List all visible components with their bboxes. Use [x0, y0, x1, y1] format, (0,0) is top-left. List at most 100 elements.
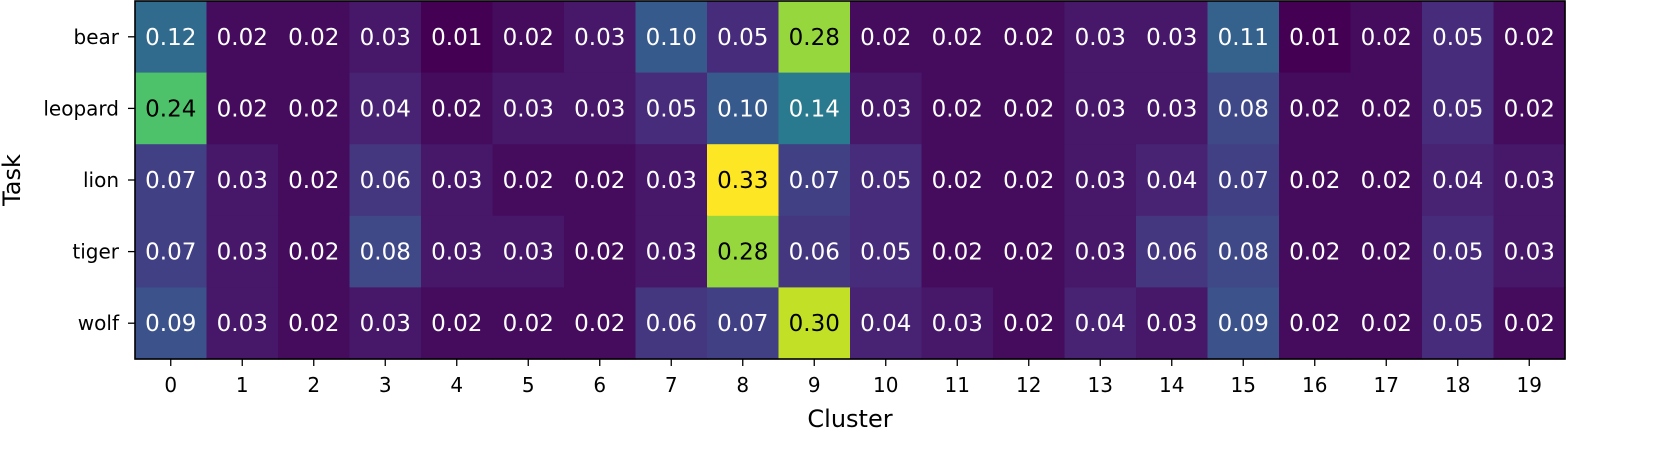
heatmap-cell: [1350, 287, 1423, 360]
heatmap-cell: [1279, 287, 1352, 360]
heatmap-cell: [349, 1, 422, 74]
heatmap-cell-value: 0.03: [574, 25, 625, 51]
x-tick-label: 11: [945, 373, 970, 397]
heatmap-cell-value: 0.02: [288, 168, 339, 194]
heatmap-cell: [1207, 72, 1280, 145]
heatmap-cell: [1136, 72, 1209, 145]
heatmap-cell-value: 0.11: [1218, 25, 1269, 51]
heatmap-cell: [778, 215, 851, 288]
heatmap-cell-value: 0.01: [1289, 25, 1340, 51]
heatmap-cell: [707, 144, 780, 217]
heatmap-cell: [921, 72, 994, 145]
heatmap-cell: [278, 72, 351, 145]
heatmap-cell: [349, 72, 422, 145]
heatmap-cell-value: 0.03: [1075, 168, 1126, 194]
heatmap-cell-value: 0.02: [217, 25, 268, 51]
heatmap-cell: [635, 144, 708, 217]
heatmap-cell: [135, 287, 208, 360]
heatmap-cell: [564, 144, 637, 217]
heatmap-cell: [1493, 1, 1566, 74]
heatmap-cell-value: 0.02: [574, 311, 625, 337]
heatmap-cell-value: 0.02: [1361, 240, 1412, 266]
heatmap-cell: [778, 72, 851, 145]
heatmap-cell: [492, 144, 565, 217]
heatmap-cell-value: 0.02: [1003, 96, 1054, 122]
heatmap-cell-value: 0.28: [717, 240, 768, 266]
y-axis: bear leopard lion tiger wolf: [43, 25, 135, 335]
heatmap-cell-value: 0.02: [1003, 168, 1054, 194]
heatmap-cell-value: 0.05: [1432, 25, 1483, 51]
heatmap-cell: [492, 287, 565, 360]
heatmap-cell-value: 0.03: [1146, 25, 1197, 51]
heatmap-cell-value: 0.02: [1289, 96, 1340, 122]
heatmap-cell-value: 0.05: [860, 240, 911, 266]
x-tick-label: 14: [1159, 373, 1184, 397]
heatmap-cell-value: 0.10: [717, 96, 768, 122]
heatmap-cell-value: 0.02: [1289, 311, 1340, 337]
heatmap-cell-value: 0.03: [360, 311, 411, 337]
heatmap-cell: [1064, 215, 1137, 288]
heatmap-cell-value: 0.03: [1146, 311, 1197, 337]
heatmap-cell: [1493, 144, 1566, 217]
heatmap-cell: [421, 144, 494, 217]
heatmap-cell-value: 0.02: [932, 240, 983, 266]
heatmap-cell-value: 0.02: [288, 311, 339, 337]
heatmap-cell: [993, 144, 1066, 217]
heatmap-cell: [1207, 215, 1280, 288]
heatmap-cell: [850, 144, 923, 217]
heatmap-cell: [1064, 1, 1137, 74]
heatmap-cell-value: 0.02: [1289, 168, 1340, 194]
heatmap-cell-value: 0.06: [789, 240, 840, 266]
heatmap-cell-value: 0.03: [217, 240, 268, 266]
heatmap-cell: [778, 287, 851, 360]
heatmap-cell: [1422, 287, 1495, 360]
x-tick-label: 19: [1517, 373, 1542, 397]
heatmap-cell-value: 0.03: [503, 96, 554, 122]
heatmap-cell-value: 0.02: [288, 240, 339, 266]
heatmap-cell: [1064, 72, 1137, 145]
heatmap-cell-value: 0.33: [717, 168, 768, 194]
heatmap-cell: [206, 72, 279, 145]
heatmap-cell-value: 0.02: [503, 311, 554, 337]
heatmap-cell-labels: 0.12 0.02 0.02 0.03 0.01 0.02 0.03 0.10 0.05 0.28…: [145, 25, 1555, 337]
heatmap-cell: [993, 72, 1066, 145]
heatmap-cell: [349, 215, 422, 288]
heatmap-cell-value: 0.06: [360, 168, 411, 194]
heatmap-cell-value: 0.04: [1432, 168, 1483, 194]
heatmap-cell-value: 0.07: [1218, 168, 1269, 194]
heatmap-cell: [1350, 215, 1423, 288]
heatmap-cell: [206, 1, 279, 74]
x-tick-label: 4: [450, 373, 463, 397]
heatmap-cell-value: 0.03: [860, 96, 911, 122]
heatmap-cell-value: 0.03: [360, 25, 411, 51]
heatmap-cell-value: 0.05: [1432, 311, 1483, 337]
heatmap-cell: [1493, 287, 1566, 360]
heatmap-cell: [921, 144, 994, 217]
x-tick-label: 9: [808, 373, 821, 397]
heatmap-cell: [1350, 72, 1423, 145]
heatmap-cell: [1422, 215, 1495, 288]
heatmap-cell-value: 0.04: [360, 96, 411, 122]
heatmap-cell: [1422, 1, 1495, 74]
heatmap-cell-value: 0.02: [1361, 25, 1412, 51]
heatmap-cell-value: 0.03: [646, 240, 697, 266]
heatmap-cell: [850, 287, 923, 360]
heatmap-cell: [850, 72, 923, 145]
x-axis: 0 1 2 3 4 5 6 7 8 9 10 11 12 13 14 15 16 17 18 19: [164, 359, 1542, 397]
heatmap-cell-value: 0.06: [1146, 240, 1197, 266]
heatmap-cell-value: 0.02: [288, 25, 339, 51]
plot-frame: [134, 0, 1566, 360]
x-tick-label: 8: [736, 373, 749, 397]
heatmap-cell-value: 0.28: [789, 25, 840, 51]
x-tick-label: 18: [1445, 373, 1470, 397]
heatmap-cell: [421, 72, 494, 145]
heatmap-cell: [564, 287, 637, 360]
heatmap-cell: [850, 1, 923, 74]
heatmap-cell: [921, 287, 994, 360]
heatmap-cell-value: 0.02: [1003, 25, 1054, 51]
y-tick-label: leopard: [43, 96, 119, 120]
heatmap-cell: [1136, 215, 1209, 288]
heatmap-cell-value: 0.03: [217, 168, 268, 194]
x-tick-label: 7: [665, 373, 678, 397]
heatmap-cell-value: 0.05: [646, 96, 697, 122]
